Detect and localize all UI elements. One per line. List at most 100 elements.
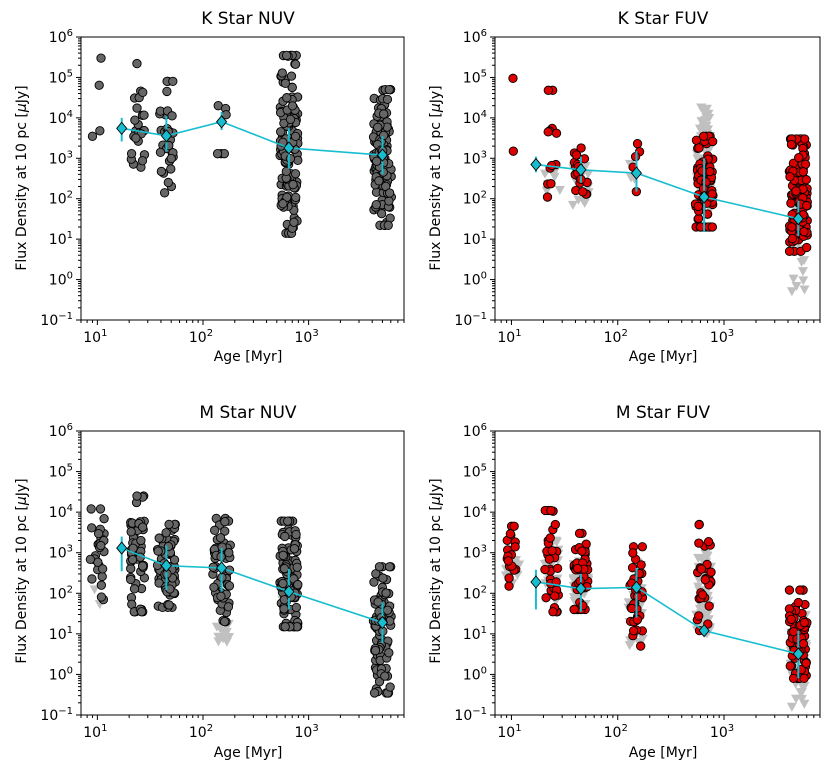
median-diamond [283, 584, 295, 599]
detection-point [546, 179, 556, 189]
y-tick-label: 103 [49, 544, 73, 562]
median-diamond [116, 541, 128, 555]
upper-limit-point [694, 124, 705, 134]
detection-point [785, 172, 795, 182]
detection-point [546, 505, 556, 516]
detection-point [279, 563, 290, 574]
detection-point [578, 601, 588, 611]
detection-point [383, 220, 393, 230]
plot-area [87, 50, 396, 238]
x-tick-label: 101 [83, 328, 107, 346]
detection-point [632, 139, 643, 149]
x-tick-label: 101 [497, 328, 521, 346]
detection-point [385, 682, 395, 692]
detection-point [384, 84, 394, 95]
y-tick-label: 104 [49, 109, 73, 127]
upper-limit-point [514, 560, 525, 570]
detection-point [504, 581, 514, 591]
detection-point [547, 546, 557, 556]
detection-point [223, 602, 234, 612]
x-tick-label: 103 [295, 328, 319, 346]
detection-point [280, 531, 290, 542]
detection-point [87, 574, 97, 584]
upper-limit-point [568, 593, 579, 603]
detection-point [138, 87, 148, 98]
detection-point [379, 109, 389, 119]
detection-point [287, 101, 298, 111]
detection-point [542, 192, 553, 202]
median-diamond [376, 615, 389, 630]
detection-point [543, 127, 553, 137]
detection-point [291, 529, 301, 540]
detection-point [784, 246, 795, 256]
y-axis-label: Flux Density at 10 pc [μJy] [428, 478, 444, 663]
detection-point [693, 201, 703, 212]
detection-point [216, 591, 226, 601]
detection-point [209, 582, 219, 592]
y-tick-label: 105 [49, 68, 73, 86]
detection-point [802, 242, 812, 253]
x-tick-label: 102 [189, 328, 213, 346]
detection-point [373, 597, 383, 607]
detection-point [161, 528, 171, 538]
detection-point [706, 567, 716, 577]
y-tick-label: 100 [49, 665, 73, 683]
detection-point [370, 645, 381, 656]
detection-point [85, 554, 96, 565]
y-tick-label: 102 [463, 190, 487, 208]
detection-point [212, 149, 223, 159]
detection-point [96, 580, 107, 590]
panel-title: K Star NUV [201, 9, 295, 29]
upper-limit-point [89, 585, 100, 595]
detection-point [509, 521, 519, 531]
upper-limit-point [701, 112, 712, 122]
detection-point [132, 58, 142, 69]
upper-limit-point [554, 185, 565, 195]
median-diamond [216, 561, 228, 575]
detection-point [289, 217, 299, 227]
median-diamond [630, 580, 643, 595]
plot-area [500, 505, 812, 712]
detection-point [220, 526, 230, 536]
detection-point [794, 153, 804, 163]
detection-point [384, 196, 394, 206]
median-diamond [698, 190, 710, 204]
detection-point [800, 134, 810, 144]
detection-point [541, 593, 551, 603]
detection-point [791, 186, 801, 196]
detection-point [799, 617, 810, 628]
detection-point [508, 73, 518, 83]
y-tick-label: 101 [463, 230, 487, 248]
detection-point [577, 546, 587, 556]
detection-point [164, 519, 174, 530]
detection-point [137, 522, 148, 532]
detection-point [707, 222, 718, 232]
detection-point [378, 573, 388, 583]
detection-point [93, 528, 104, 539]
upper-limit-point [701, 104, 712, 114]
detection-point [132, 491, 142, 501]
detection-point [126, 527, 136, 537]
detection-point [132, 103, 142, 113]
detection-point [282, 93, 292, 103]
detection-point [96, 540, 106, 551]
detection-point [210, 525, 220, 535]
upper-limit-point [786, 702, 797, 712]
detection-point [153, 546, 163, 556]
detection-point [700, 575, 710, 585]
y-tick-label: 101 [463, 625, 487, 643]
upper-limit-point [799, 285, 810, 295]
detection-point [637, 542, 648, 552]
median-diamond [698, 623, 710, 638]
panel-k-star-fuv: K Star FUV Age [Myr] Flux Density at 10 … [428, 9, 821, 365]
panel-m-star-nuv: M Star NUV Age [Myr] Flux Density at 10 … [14, 403, 405, 761]
detection-point [285, 114, 296, 125]
detection-point [129, 584, 140, 594]
upper-limit-point [221, 637, 232, 647]
detection-point [382, 94, 393, 105]
detection-point [373, 122, 383, 133]
upper-limit-point [702, 610, 713, 620]
median-diamond [530, 575, 542, 589]
detection-point [369, 688, 380, 698]
